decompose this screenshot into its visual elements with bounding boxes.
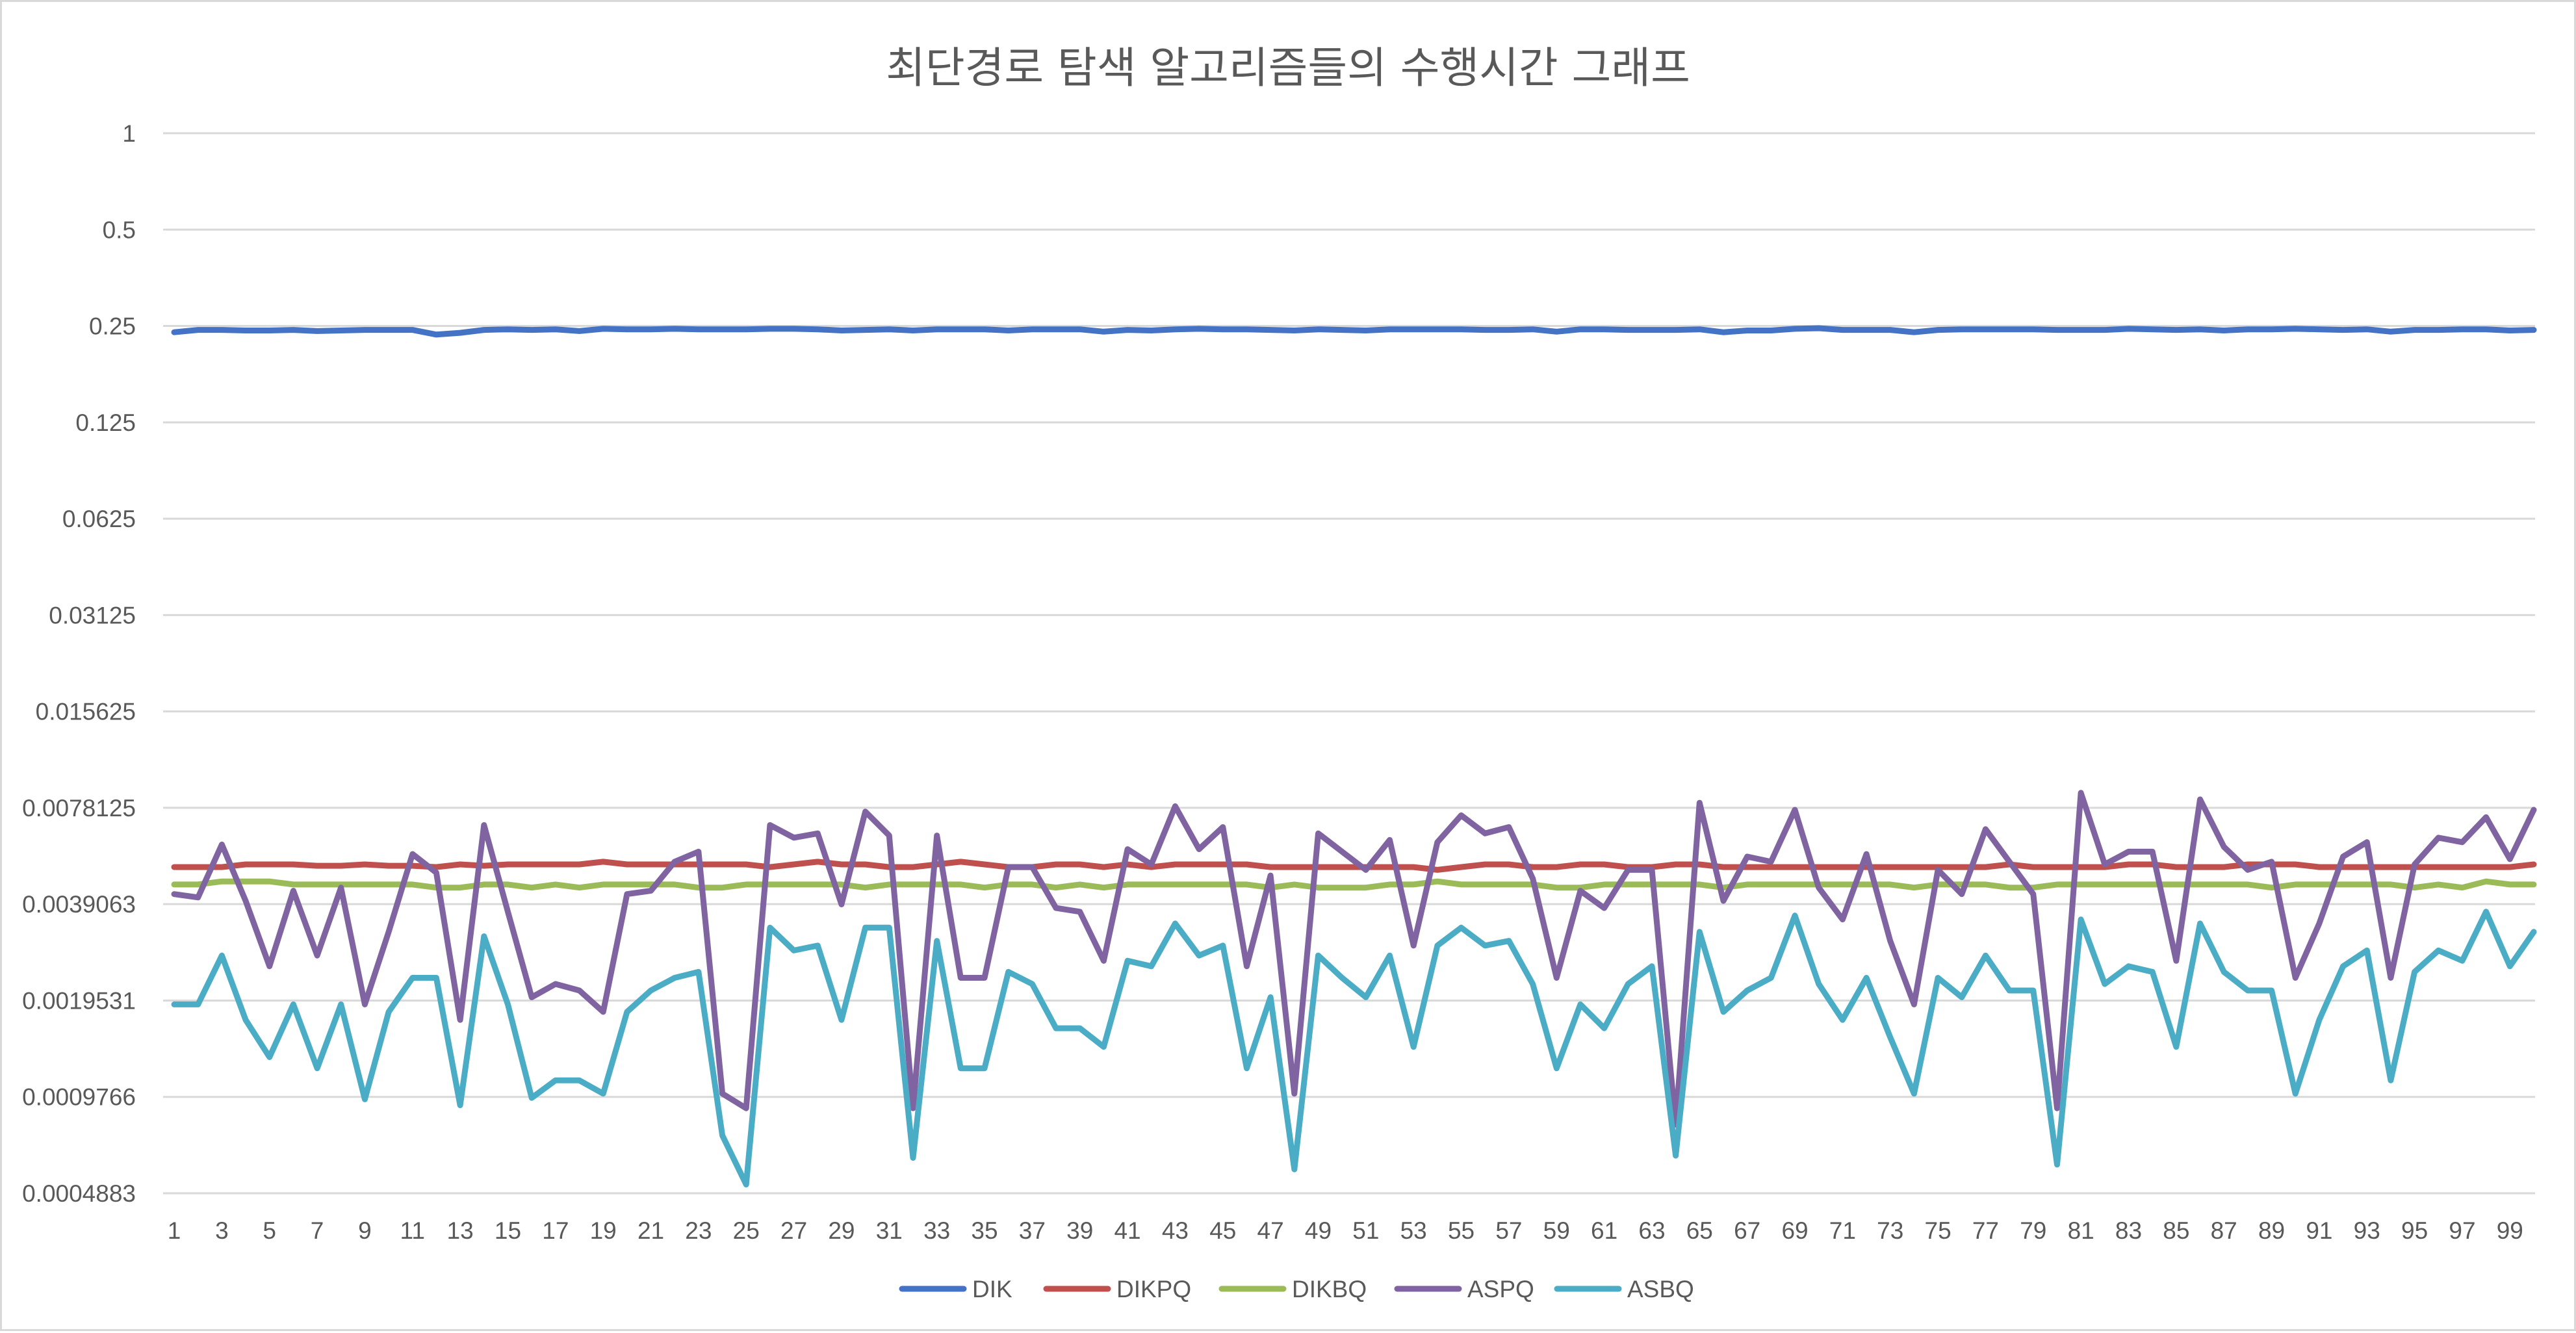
x-tick-label: 3 (215, 1217, 229, 1244)
legend-label-aspq: ASPQ (1467, 1276, 1534, 1302)
x-tick-label: 53 (1400, 1217, 1427, 1244)
y-tick-label: 0.5 (103, 216, 136, 243)
chart-title: 최단경로 탐색 알고리즘들의 수행시간 그래프 (886, 43, 1690, 93)
y-tick-label: 0.0078125 (22, 795, 136, 822)
x-tick-label: 29 (828, 1217, 855, 1244)
x-tick-label: 77 (1972, 1217, 1999, 1244)
x-tick-label: 91 (2306, 1217, 2332, 1244)
x-tick-label: 19 (590, 1217, 617, 1244)
x-tick-label: 63 (1638, 1217, 1665, 1244)
series-line-aspq (171, 790, 2537, 1128)
x-tick-label: 7 (311, 1217, 324, 1244)
x-tick-label: 25 (733, 1217, 760, 1244)
y-tick-label: 0.25 (89, 313, 136, 340)
x-tick-label: 75 (1925, 1217, 1951, 1244)
legend-label-asbq: ASBQ (1627, 1276, 1694, 1302)
x-tick-label: 95 (2401, 1217, 2428, 1244)
y-axis-tick-labels: 1 0.5 0.25 0.125 0.0625 0.03125 0.015625 0.0078… (22, 120, 136, 1207)
x-tick-label: 1 (168, 1217, 181, 1244)
legend: DIK DIKPQ DIKBQ ASPQ ASBQ (899, 1276, 1694, 1302)
x-tick-label: 71 (1829, 1217, 1856, 1244)
x-tick-label: 41 (1114, 1217, 1140, 1244)
gridlines (163, 132, 2535, 1195)
x-tick-label: 49 (1305, 1217, 1332, 1244)
x-tick-label: 83 (2115, 1217, 2142, 1244)
legend-label-dikpq: DIKPQ (1116, 1276, 1191, 1302)
x-tick-label: 31 (876, 1217, 903, 1244)
x-tick-label: 51 (1352, 1217, 1379, 1244)
x-tick-label: 81 (2068, 1217, 2094, 1244)
x-tick-label: 65 (1686, 1217, 1713, 1244)
x-tick-label: 35 (971, 1217, 998, 1244)
y-tick-label: 0.03125 (49, 602, 136, 628)
x-tick-label: 97 (2449, 1217, 2475, 1244)
x-tick-label: 67 (1734, 1217, 1760, 1244)
x-tick-label: 99 (2497, 1217, 2523, 1244)
legend-label-dik: DIK (972, 1276, 1012, 1302)
x-tick-label: 47 (1257, 1217, 1284, 1244)
series-line-asbq (171, 909, 2537, 1187)
x-tick-label: 69 (1781, 1217, 1808, 1244)
y-tick-label: 0.0009766 (22, 1084, 136, 1111)
x-tick-label: 61 (1591, 1217, 1617, 1244)
x-tick-label: 9 (358, 1217, 372, 1244)
x-tick-label: 15 (495, 1217, 521, 1244)
x-tick-label: 57 (1495, 1217, 1522, 1244)
x-tick-label: 89 (2258, 1217, 2285, 1244)
x-tick-label: 59 (1543, 1217, 1570, 1244)
x-tick-label: 5 (263, 1217, 276, 1244)
x-tick-label: 93 (2354, 1217, 2380, 1244)
x-tick-label: 23 (685, 1217, 712, 1244)
y-tick-label: 1 (122, 120, 136, 147)
x-tick-label: 79 (2020, 1217, 2046, 1244)
x-tick-label: 45 (1209, 1217, 1236, 1244)
x-tick-label: 85 (2163, 1217, 2189, 1244)
x-tick-label: 87 (2211, 1217, 2237, 1244)
y-tick-label: 0.015625 (36, 699, 136, 725)
x-tick-label: 37 (1019, 1217, 1046, 1244)
x-tick-label: 17 (542, 1217, 569, 1244)
y-tick-label: 0.0019531 (22, 987, 136, 1014)
x-tick-label: 55 (1448, 1217, 1475, 1244)
legend-label-dikbq: DIKBQ (1292, 1276, 1367, 1302)
series-line-dikbq (171, 878, 2537, 891)
x-tick-label: 39 (1066, 1217, 1093, 1244)
series-line-dikpq (171, 859, 2537, 873)
y-tick-label: 0.0039063 (22, 891, 136, 918)
x-tick-label: 13 (447, 1217, 474, 1244)
x-tick-label: 73 (1877, 1217, 1903, 1244)
x-tick-label: 33 (923, 1217, 950, 1244)
x-tick-label: 43 (1162, 1217, 1189, 1244)
series-lines (171, 325, 2537, 1187)
x-tick-label: 21 (638, 1217, 664, 1244)
y-tick-label: 0.0625 (62, 506, 136, 532)
x-tick-label: 27 (780, 1217, 807, 1244)
y-tick-label: 0.125 (75, 409, 136, 436)
y-tick-label: 0.0004883 (22, 1180, 136, 1207)
series-line-dik (171, 325, 2537, 338)
x-tick-label: 11 (400, 1217, 425, 1244)
x-axis-tick-labels: 1 3 5 7 9 11 13 15 17 19 21 23 25 27 29 31 33 35 37 39 41 43 4… (168, 1217, 2523, 1244)
